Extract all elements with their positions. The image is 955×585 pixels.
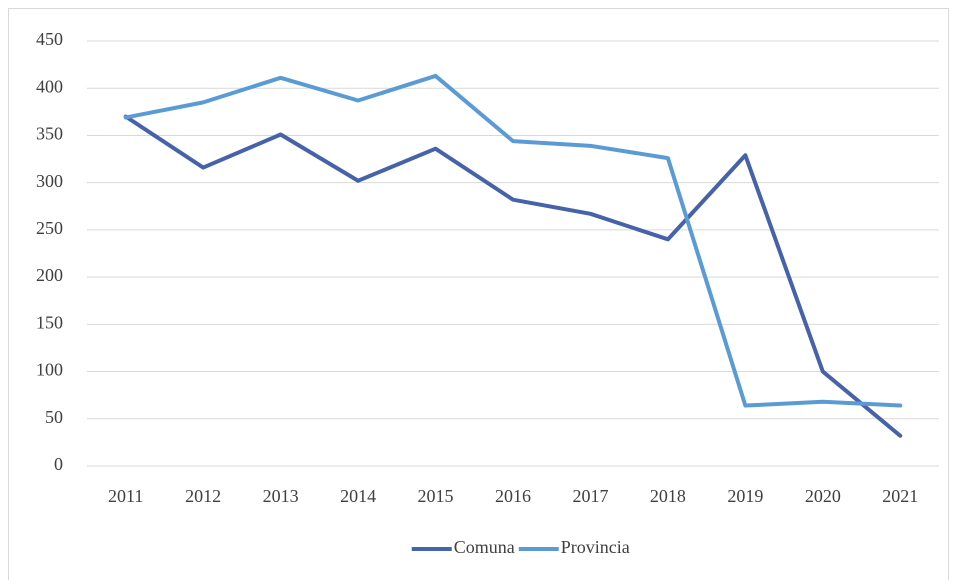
x-tick-label: 2013	[263, 486, 299, 506]
y-tick-label: 400	[36, 76, 63, 96]
y-tick-label: 300	[36, 171, 63, 191]
x-tick-label: 2014	[340, 486, 376, 506]
y-tick-label: 0	[54, 454, 63, 474]
y-tick-label: 100	[36, 360, 63, 380]
x-tick-label: 2017	[572, 486, 608, 506]
y-tick-label: 250	[36, 218, 63, 238]
x-tick-label: 2020	[805, 486, 841, 506]
x-tick-label: 2012	[185, 486, 221, 506]
x-tick-label: 2019	[727, 486, 763, 506]
legend-label: Provincia	[561, 537, 630, 557]
x-tick-label: 2016	[495, 486, 531, 506]
y-tick-label: 150	[36, 312, 63, 332]
x-tick-label: 2011	[108, 486, 143, 506]
x-tick-label: 2018	[650, 486, 686, 506]
y-tick-label: 200	[36, 265, 63, 285]
series-line	[123, 114, 903, 438]
y-tick-label: 350	[36, 124, 63, 144]
x-tick-label: 2021	[882, 486, 918, 506]
series-line	[123, 73, 903, 408]
y-tick-label: 450	[36, 29, 63, 49]
chart-frame	[8, 8, 949, 585]
y-tick-label: 50	[45, 407, 63, 427]
legend-label: Comuna	[454, 537, 515, 557]
x-tick-label: 2015	[418, 486, 454, 506]
